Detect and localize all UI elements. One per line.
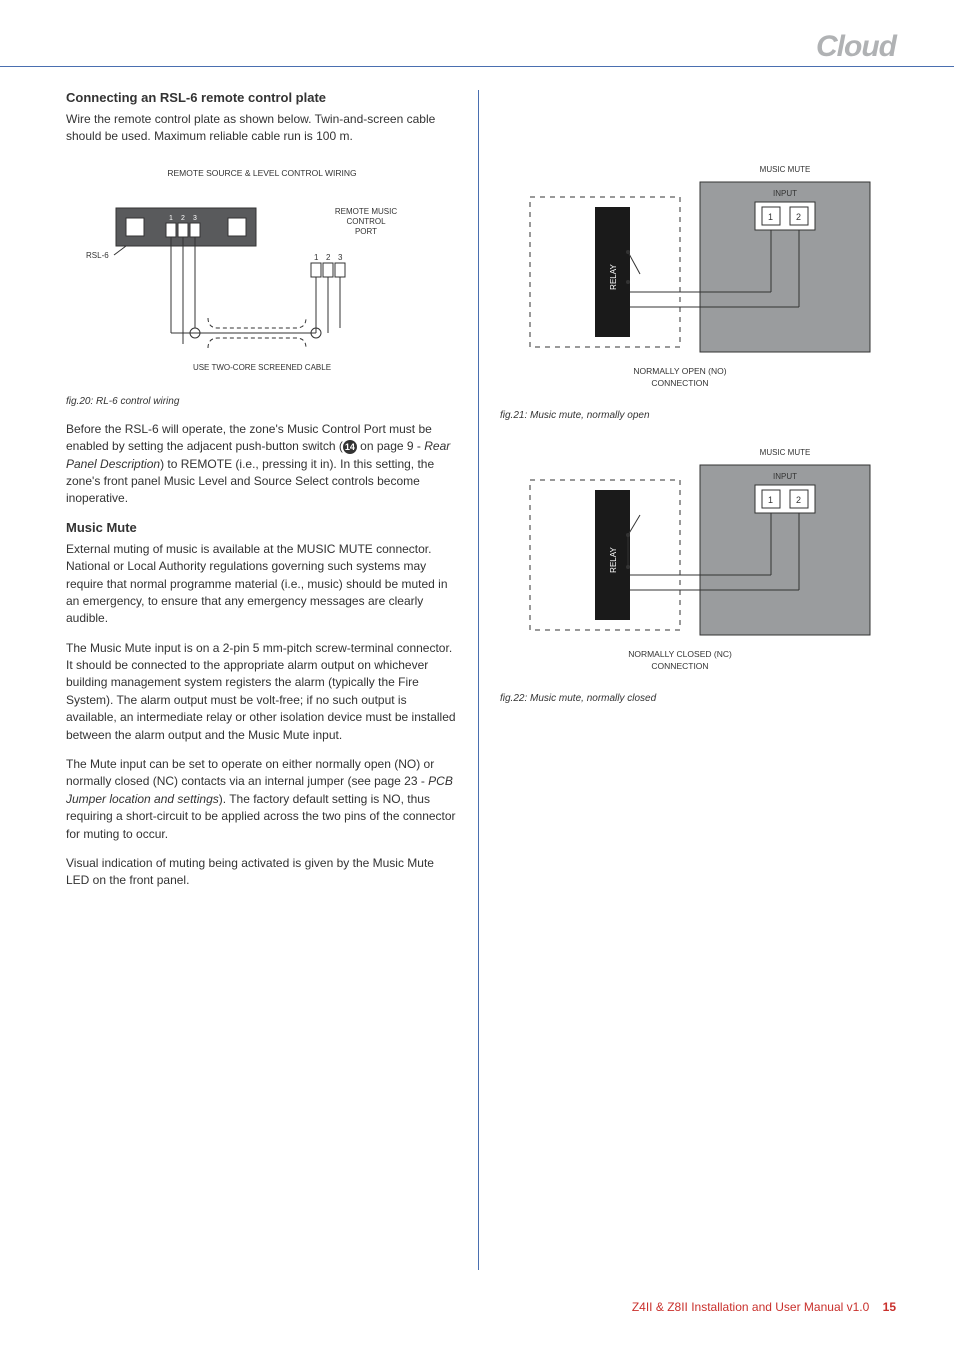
svg-text:3: 3 [338, 253, 343, 262]
svg-text:MUSIC MUTE: MUSIC MUTE [760, 448, 811, 457]
svg-text:3: 3 [193, 215, 197, 222]
heading-rsl6: Connecting an RSL-6 remote control plate [66, 90, 458, 105]
svg-text:REMOTE MUSIC: REMOTE MUSIC [335, 207, 397, 216]
badge-14: 14 [343, 440, 357, 454]
column-divider [478, 90, 479, 1270]
svg-text:CONNECTION: CONNECTION [651, 378, 708, 388]
left-column: Connecting an RSL-6 remote control plate… [66, 90, 458, 902]
fig20-caption: fig.20: RL-6 control wiring [66, 396, 458, 407]
paragraph-mute-1: External muting of music is available at… [66, 541, 458, 628]
svg-text:1: 1 [169, 215, 173, 222]
fig20-title: REMOTE SOURCE & LEVEL CONTROL WIRING [167, 168, 356, 178]
svg-text:2: 2 [796, 495, 801, 505]
fig22-caption: fig.22: Music mute, normally closed [500, 693, 892, 704]
footer: Z4II & Z8II Installation and User Manual… [632, 1300, 896, 1314]
paragraph-mute-2: The Music Mute input is on a 2-pin 5 mm-… [66, 640, 458, 744]
heading-music-mute: Music Mute [66, 520, 458, 535]
rsl6-label: RSL-6 [86, 251, 109, 260]
svg-text:INPUT: INPUT [773, 472, 797, 481]
paragraph-mute-3: The Mute input can be set to operate on … [66, 756, 458, 843]
page-number: 15 [883, 1300, 896, 1314]
paragraph-mute-4: Visual indication of muting being activa… [66, 855, 458, 890]
cable-note: USE TWO-CORE SCREENED CABLE [193, 363, 331, 372]
fig21-diagram: MUSIC MUTE INPUT 1 2 RELAY NORMALLY OPEN… [500, 152, 892, 402]
footer-text: Z4II & Z8II Installation and User Manual… [632, 1300, 869, 1314]
fig20-diagram: REMOTE SOURCE & LEVEL CONTROL WIRING 1 2… [66, 158, 458, 388]
svg-text:INPUT: INPUT [773, 189, 797, 198]
svg-text:2: 2 [326, 253, 331, 262]
fig22-diagram: MUSIC MUTE INPUT 1 2 RELAY NORMALLY CLOS… [500, 435, 892, 685]
svg-text:2: 2 [796, 212, 801, 222]
svg-text:CONNECTION: CONNECTION [651, 661, 708, 671]
right-column: MUSIC MUTE INPUT 1 2 RELAY NORMALLY OPEN… [500, 140, 892, 718]
brand-logo: Cloud [816, 30, 896, 64]
svg-text:NORMALLY CLOSED (NC): NORMALLY CLOSED (NC) [628, 649, 732, 659]
svg-text:CONTROL: CONTROL [346, 217, 386, 226]
svg-text:RELAY: RELAY [609, 264, 618, 290]
paragraph-rsl6-intro: Wire the remote control plate as shown b… [66, 111, 458, 146]
svg-text:NORMALLY OPEN (NO): NORMALLY OPEN (NO) [633, 366, 726, 376]
svg-text:2: 2 [181, 215, 185, 222]
fig21-caption: fig.21: Music mute, normally open [500, 410, 892, 421]
svg-text:1: 1 [768, 495, 773, 505]
svg-text:1: 1 [314, 253, 319, 262]
header-rule [0, 66, 954, 67]
svg-text:RELAY: RELAY [609, 547, 618, 573]
svg-text:MUSIC MUTE: MUSIC MUTE [760, 165, 811, 174]
svg-text:PORT: PORT [355, 227, 377, 236]
paragraph-rsl6-enable: Before the RSL-6 will operate, the zone'… [66, 421, 458, 508]
svg-text:1: 1 [768, 212, 773, 222]
